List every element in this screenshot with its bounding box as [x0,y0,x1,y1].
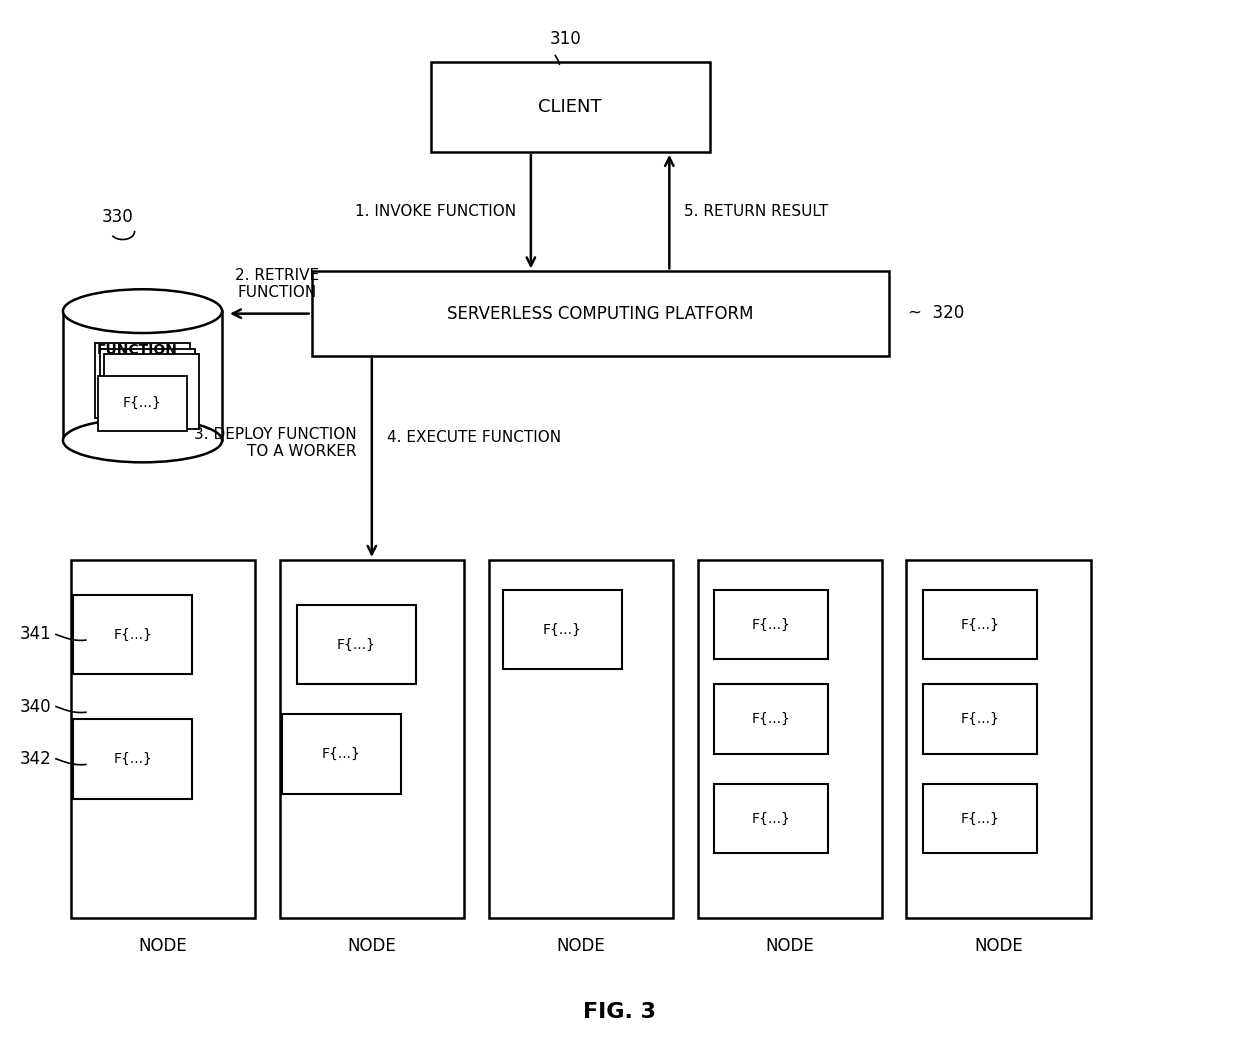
Text: F{...}: F{...} [960,712,1000,726]
Text: 340: 340 [20,697,51,715]
Text: 3. DEPLOY FUNCTION
TO A WORKER: 3. DEPLOY FUNCTION TO A WORKER [195,427,357,459]
Text: 1. INVOKE FUNCTION: 1. INVOKE FUNCTION [354,205,515,219]
Bar [98,376,187,430]
Bar [63,311,222,440]
Bar [100,349,195,424]
Ellipse shape [63,289,222,333]
Bar [281,714,401,793]
Text: F{...}: F{...} [337,637,375,651]
Text: F{...}: F{...} [543,622,582,636]
Text: F{...}: F{...} [752,617,790,632]
Bar [73,595,192,674]
Bar [714,685,829,754]
Text: 341: 341 [20,626,51,644]
Text: 2. RETRIVE
FUNCTION: 2. RETRIVE FUNCTION [234,268,318,300]
Text: NODE: NODE [974,937,1023,955]
Text: ~  320: ~ 320 [908,304,965,322]
Text: NODE: NODE [556,937,605,955]
Bar [488,560,673,918]
Bar [714,784,829,853]
Bar [431,62,710,152]
Text: F{...}: F{...} [960,811,1000,825]
Bar [296,605,416,685]
Text: 342: 342 [20,750,51,768]
Bar [714,590,829,659]
Bar [923,685,1037,754]
Bar [503,590,622,669]
Text: CLIENT: CLIENT [539,98,602,116]
Bar [907,560,1090,918]
Text: F{...}: F{...} [113,752,152,766]
Bar [923,784,1037,853]
Text: F{...}: F{...} [322,747,361,761]
Text: F{...}: F{...} [752,811,790,825]
Text: F{...}: F{...} [752,712,790,726]
Text: SERVERLESS COMPUTING PLATFORM: SERVERLESS COMPUTING PLATFORM [447,305,753,323]
Bar [71,560,255,918]
Bar [280,560,463,918]
Text: NODE: NODE [347,937,396,955]
Bar [312,271,888,356]
Bar [95,344,190,418]
Bar [73,720,192,799]
Text: FUNCTION: FUNCTION [97,343,178,357]
Text: NODE: NODE [139,937,187,955]
Bar [698,560,882,918]
Text: 330: 330 [102,208,134,226]
Text: F{...}: F{...} [123,397,162,410]
Text: NODE: NODE [766,937,814,955]
Text: F{...}: F{...} [960,617,1000,632]
Bar [104,354,198,429]
Bar [923,590,1037,659]
Text: F{...}: F{...} [113,628,152,641]
Text: 4. EXECUTE FUNCTION: 4. EXECUTE FUNCTION [387,430,561,445]
Text: FIG. 3: FIG. 3 [584,1002,655,1022]
Text: 5. RETURN RESULT: 5. RETURN RESULT [684,205,829,219]
Ellipse shape [63,419,222,462]
Text: 310: 310 [549,30,581,47]
